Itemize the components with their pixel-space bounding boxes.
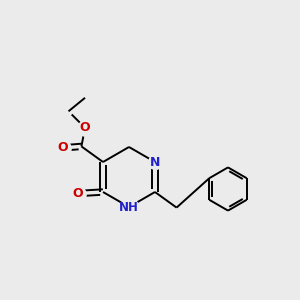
Text: O: O: [73, 187, 83, 200]
Text: O: O: [57, 141, 68, 154]
Text: NH: NH: [119, 200, 139, 214]
Text: O: O: [80, 121, 90, 134]
Text: N: N: [150, 155, 160, 169]
